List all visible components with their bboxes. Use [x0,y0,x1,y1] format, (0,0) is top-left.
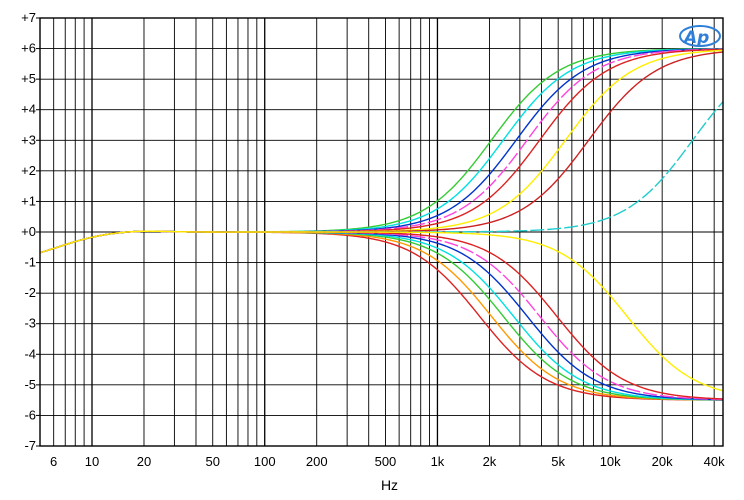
x-tick-label: 10k [600,454,621,469]
y-tick-label: +0 [21,224,36,239]
y-tick-label: +7 [21,10,36,25]
y-tick-label: -3 [24,316,36,331]
y-tick-label: +2 [21,163,36,178]
response-curve [39,230,724,401]
response-curve [39,230,724,401]
response-curve [39,230,724,401]
response-curve [39,230,723,401]
response-curve [39,48,724,254]
y-tick-label: -6 [24,407,36,422]
x-tick-label: 6 [50,454,57,469]
ap-logo: Ap [679,25,721,48]
response-curve [39,51,724,254]
x-tick-label: 500 [375,454,397,469]
response-curve [39,48,724,254]
x-tick-label: 50 [205,454,219,469]
y-tick-label: -4 [24,346,36,361]
x-axis-ticks: 6 10 20 50 100 200 500 1k 2k 5k 10k 20k 40k [50,454,725,469]
response-curve [39,230,724,400]
y-tick-label: -7 [24,438,36,453]
x-tick-label: 20k [652,454,673,469]
x-tick-label: 5k [551,454,565,469]
x-tick-label: 100 [254,454,276,469]
response-curve [39,49,724,254]
x-tick-label: 10 [85,454,99,469]
response-curve [39,230,724,401]
y-tick-label: -2 [24,285,36,300]
y-axis-ticks: +7 +6 +5 +4 +3 +2 +1 +0 -1 -2 -3 -4 -5 -6 -7 [21,10,40,453]
x-axis-title: Hz [381,477,398,493]
y-tick-label: -5 [24,377,36,392]
x-tick-label: 2k [483,454,497,469]
response-curves [39,48,724,401]
x-tick-label: 200 [306,454,328,469]
x-tick-label: 20 [137,454,151,469]
y-tick-label: +4 [21,102,36,117]
x-tick-label: 40k [704,454,725,469]
y-tick-label: +5 [21,71,36,86]
y-tick-label: +3 [21,132,36,147]
x-tick-label: 1k [431,454,445,469]
ap-logo-text: Ap [682,28,709,48]
response-curve [39,230,724,401]
y-tick-label: -1 [24,255,36,270]
y-tick-label: +1 [21,193,36,208]
response-curve [39,230,724,392]
y-tick-label: +6 [21,41,36,56]
